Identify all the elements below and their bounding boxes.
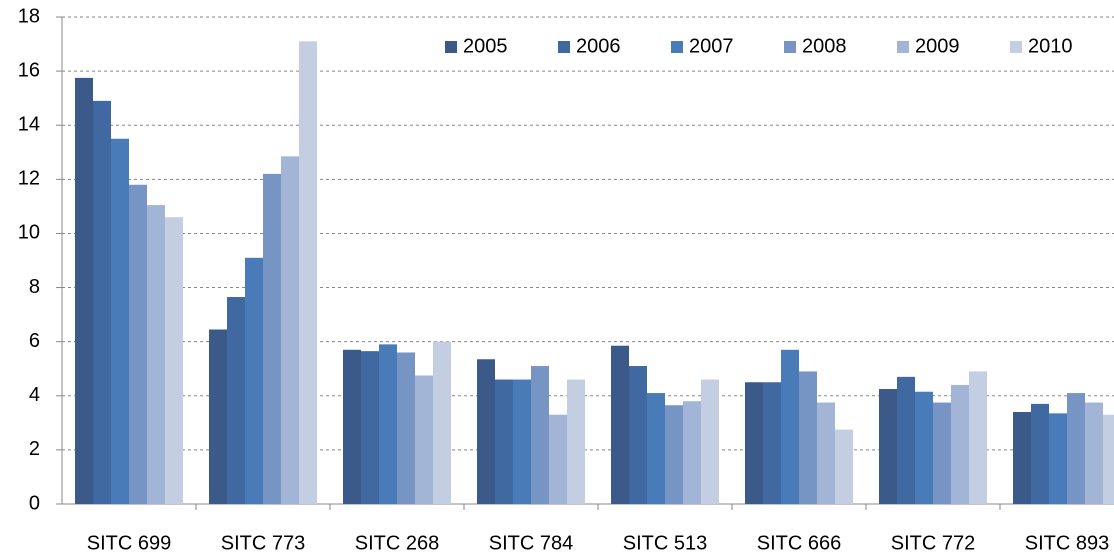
legend-swatch — [784, 41, 796, 53]
bar — [1031, 403, 1049, 504]
bar — [531, 366, 549, 504]
bar — [281, 156, 299, 504]
bar — [1013, 412, 1031, 504]
bar — [781, 349, 799, 504]
legend-label: 2005 — [463, 35, 508, 57]
bar — [629, 366, 647, 504]
bar — [745, 382, 763, 504]
bar — [611, 345, 629, 504]
bar — [299, 41, 317, 504]
bar — [245, 257, 263, 504]
x-tick-label: SITC 513 — [623, 532, 707, 554]
bar — [897, 376, 915, 504]
bar — [763, 382, 781, 504]
bar — [263, 173, 281, 504]
bar — [969, 371, 987, 504]
legend-label: 2006 — [576, 35, 621, 57]
bar — [701, 379, 719, 504]
legend-swatch — [445, 41, 457, 53]
bar — [567, 379, 585, 504]
bar — [549, 414, 567, 504]
x-tick-label: SITC 893 — [1025, 532, 1109, 554]
y-tick-label: 4 — [29, 384, 40, 406]
x-tick-label: SITC 699 — [87, 532, 171, 554]
bar — [513, 379, 531, 504]
bar — [495, 379, 513, 504]
y-tick-label: 14 — [18, 114, 40, 136]
bar — [415, 375, 433, 504]
bar — [799, 371, 817, 504]
y-tick-label: 2 — [29, 438, 40, 460]
legend-swatch — [671, 41, 683, 53]
x-tick-label: SITC 772 — [891, 532, 975, 554]
bar — [477, 359, 495, 504]
bar — [165, 217, 183, 504]
bar — [879, 389, 897, 504]
bar — [75, 77, 93, 504]
y-tick-label: 0 — [29, 492, 40, 514]
y-tick-label: 12 — [18, 168, 40, 190]
bar — [1067, 393, 1085, 504]
bar — [683, 401, 701, 504]
bar — [129, 184, 147, 504]
bar — [665, 405, 683, 504]
bar — [111, 138, 129, 504]
legend-label: 2009 — [915, 35, 960, 57]
x-tick-label: SITC 666 — [757, 532, 841, 554]
legend-swatch — [1010, 41, 1022, 53]
bar — [1103, 414, 1114, 504]
legend-swatch — [897, 41, 909, 53]
bar — [647, 393, 665, 504]
x-tick-label: SITC 268 — [355, 532, 439, 554]
bar — [1049, 413, 1067, 504]
legend-label: 2010 — [1028, 35, 1073, 57]
bar — [147, 205, 165, 504]
legend-label: 2008 — [802, 35, 847, 57]
bar — [343, 349, 361, 504]
y-tick-label: 6 — [29, 330, 40, 352]
bar — [1085, 402, 1103, 504]
bar — [209, 329, 227, 504]
x-tick-label: SITC 773 — [221, 532, 305, 554]
y-tick-label: 8 — [29, 276, 40, 298]
bar — [933, 402, 951, 504]
bar — [361, 351, 379, 504]
bar — [379, 344, 397, 504]
y-tick-label: 10 — [18, 222, 40, 244]
y-tick-label: 18 — [18, 5, 40, 27]
bar — [93, 100, 111, 504]
legend-label: 2007 — [689, 35, 734, 57]
y-tick-label: 16 — [18, 59, 40, 81]
bar — [835, 429, 853, 504]
bar — [915, 391, 933, 504]
bar — [951, 384, 969, 504]
bar — [817, 402, 835, 504]
legend-swatch — [558, 41, 570, 53]
x-tick-label: SITC 784 — [489, 532, 573, 554]
bar — [433, 341, 451, 504]
bar — [227, 297, 245, 504]
bar — [397, 352, 415, 504]
